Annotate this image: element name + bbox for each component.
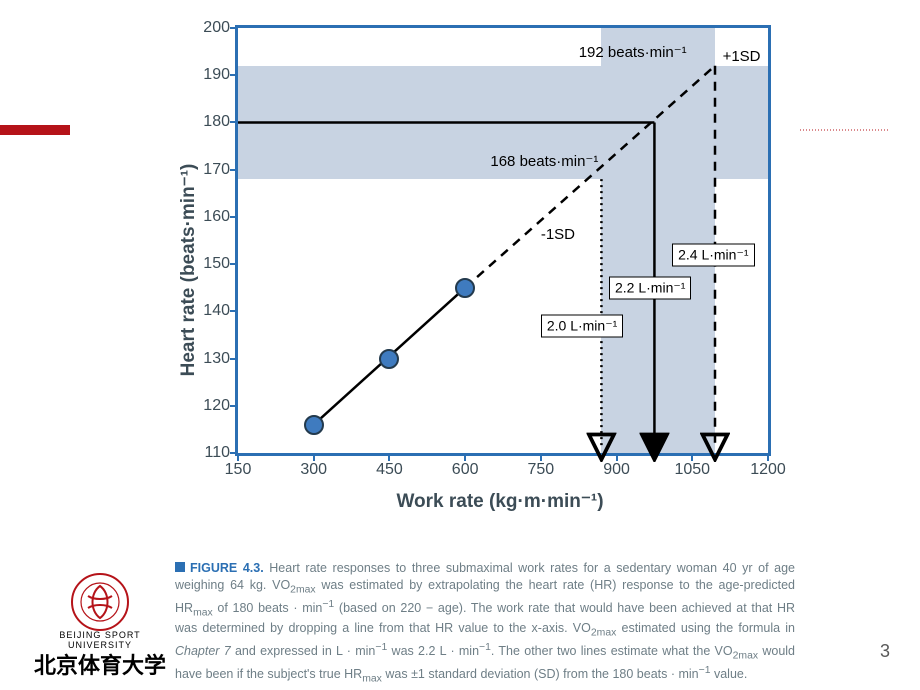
x-tick [616, 453, 618, 461]
x-tick-label: 750 [527, 461, 554, 479]
x-tick [313, 453, 315, 461]
y-tick-label: 170 [203, 161, 230, 179]
value-box-label: 2.0 L·min⁻¹ [541, 314, 623, 337]
y-tick-label: 110 [204, 444, 230, 462]
y-tick [230, 263, 238, 265]
logo-subtitle: BEIJING SPORTUNIVERSITY [30, 630, 170, 650]
y-tick-label: 200 [203, 19, 230, 37]
y-tick [230, 216, 238, 218]
y-tick-label: 140 [203, 302, 230, 320]
y-tick-label: 190 [203, 66, 230, 84]
x-tick [691, 453, 693, 461]
x-tick [388, 453, 390, 461]
y-tick-label: 150 [203, 255, 230, 273]
value-box-label: 2.2 L·min⁻¹ [609, 276, 691, 299]
university-logo: BEIJING SPORTUNIVERSITY 北京体育大学 [30, 572, 170, 680]
logo-title-cn: 北京体育大学 [30, 648, 170, 680]
chart-lines [238, 28, 768, 453]
data-point [379, 349, 399, 369]
caption-bullet-icon [175, 562, 185, 572]
x-tick-label: 450 [376, 461, 403, 479]
neg1sd-label: -1SD [541, 226, 575, 243]
slide-number: 3 [880, 641, 890, 662]
data-point [304, 415, 324, 435]
annotation: 168 beats·min⁻¹ [490, 152, 598, 170]
x-tick [540, 453, 542, 461]
x-tick-label: 300 [300, 461, 327, 479]
caption-label: FIGURE 4.3. [190, 561, 264, 575]
y-tick [230, 310, 238, 312]
caption-body: Heart rate responses to three submaximal… [175, 561, 795, 681]
accent-rule-right [800, 128, 890, 132]
accent-bar-left [0, 125, 70, 135]
figure-caption: FIGURE 4.3. Heart rate responses to thre… [175, 560, 795, 686]
y-tick-label: 120 [203, 397, 230, 415]
y-tick-label: 160 [203, 208, 230, 226]
y-tick [230, 405, 238, 407]
x-tick [767, 453, 769, 461]
value-box-label: 2.4 L·min⁻¹ [672, 243, 754, 266]
y-tick-label: 180 [203, 113, 230, 131]
y-tick [230, 74, 238, 76]
y-tick [230, 27, 238, 29]
x-tick-label: 150 [225, 461, 252, 479]
x-tick [237, 453, 239, 461]
y-tick [230, 169, 238, 171]
y-axis-label: Heart rate (beats·min⁻¹) [177, 164, 200, 377]
data-point [455, 278, 475, 298]
x-tick-label: 1200 [750, 461, 786, 479]
x-tick-label: 600 [452, 461, 479, 479]
logo-emblem-icon [70, 572, 130, 632]
annotation: 192 beats·min⁻¹ [579, 43, 687, 61]
x-tick [464, 453, 466, 461]
annotation: +1SD [723, 48, 761, 65]
x-tick-label: 1050 [674, 461, 710, 479]
hr-workrate-chart: 110 120 130 140 150 160 170 180 190 200 150 300 450 6… [175, 15, 795, 545]
y-tick-label: 130 [203, 350, 230, 368]
y-tick [230, 121, 238, 123]
y-tick [230, 358, 238, 360]
x-axis-label: Work rate (kg·m·min⁻¹) [396, 490, 603, 513]
x-tick-label: 900 [603, 461, 630, 479]
plot-area: 1101201301401501601701801902001503004506… [235, 25, 771, 456]
